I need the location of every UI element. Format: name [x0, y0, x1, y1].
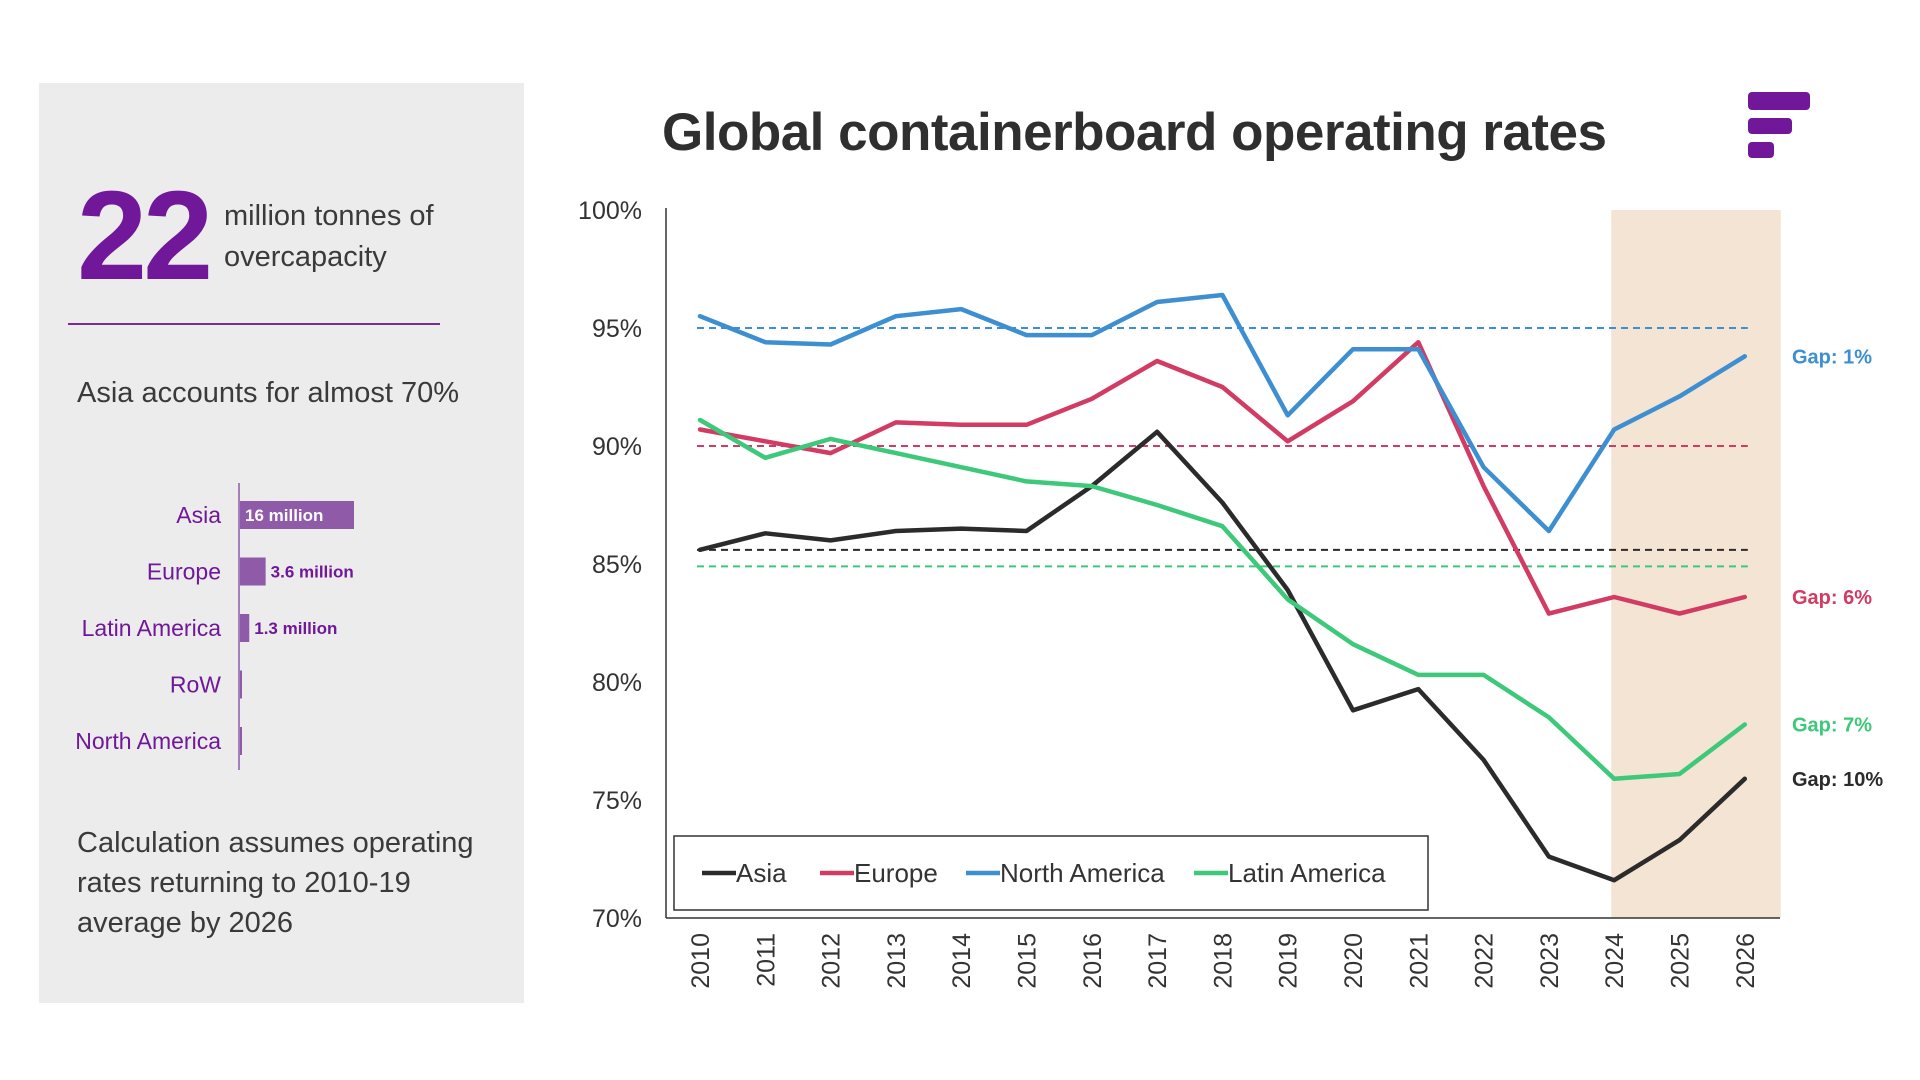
overcap-category-label: Europe: [147, 559, 221, 585]
overcap-category-label: RoW: [170, 672, 221, 698]
gap-label: Gap: 6%: [1792, 587, 1872, 609]
logo-bar-top: [1748, 92, 1810, 110]
legend-label: Latin America: [1228, 858, 1386, 888]
overcap-bar: [240, 557, 266, 586]
legend-label: Europe: [854, 858, 938, 888]
x-tick-label: 2017: [1144, 933, 1172, 989]
x-tick-label: 2011: [752, 933, 780, 987]
series-line: [697, 339, 1748, 616]
x-tick-label: 2013: [883, 933, 911, 989]
overcap-bar: [240, 670, 242, 699]
overcap-category-label: Latin America: [82, 615, 222, 641]
y-tick-label: 85%: [592, 551, 642, 579]
series-line: [697, 417, 1748, 782]
chart-title: Global containerboard operating rates: [662, 103, 1607, 162]
x-tick-label: 2018: [1209, 933, 1237, 989]
overcap-category-label: Asia: [176, 502, 221, 528]
y-tick-label: 75%: [592, 787, 642, 815]
y-tick-label: 95%: [592, 315, 642, 343]
legend-label: North America: [1000, 858, 1165, 888]
forecast-shade: [1611, 210, 1781, 918]
overcapacity-caption: million tonnes of overcapacity: [224, 200, 434, 273]
legend-box: [673, 835, 1429, 911]
x-tick-label: 2025: [1667, 933, 1695, 989]
series-line: [697, 429, 1748, 883]
x-tick-label: 2015: [1014, 933, 1042, 989]
x-tick-label: 2010: [687, 933, 715, 989]
overcap-category-label: North America: [75, 728, 221, 754]
y-tick-label: 90%: [592, 433, 642, 461]
overcap-bar: [240, 727, 242, 755]
overcap-bar-value-label: 3.6 million: [271, 563, 354, 582]
brand-logo-icon: [1748, 92, 1810, 158]
overcap-bar-value-label: 1.3 million: [254, 619, 337, 638]
overcapacity-bar-chart: Asia 16 million Europe 3.6 million Latin Ame…: [75, 483, 354, 770]
x-tick-label: 2023: [1536, 933, 1564, 989]
logo-bar-middle: [1748, 118, 1792, 134]
x-tick-label: 2012: [818, 933, 846, 989]
overcapacity-number: 22: [77, 165, 213, 306]
logo-bar-bottom: [1748, 142, 1774, 158]
assumption-note: Calculation assumes operating rates retu…: [77, 827, 474, 939]
x-tick-label: 2021: [1405, 933, 1433, 989]
x-tick-label: 2026: [1732, 933, 1760, 989]
overcap-bar-value-label: 16 million: [245, 506, 323, 525]
x-tick-label: 2014: [948, 933, 976, 989]
x-tick-label: 2019: [1275, 933, 1303, 989]
asia-share-note: Asia accounts for almost 70%: [77, 377, 460, 409]
y-tick-label: 100%: [578, 197, 642, 225]
x-tick-label: 2016: [1079, 933, 1107, 989]
x-tick-label: 2024: [1601, 933, 1629, 989]
overcap-bar: [240, 614, 250, 642]
gap-label: Gap: 10%: [1792, 769, 1883, 791]
gap-label: Gap: 1%: [1792, 346, 1872, 368]
y-tick-label: 80%: [592, 669, 642, 697]
panel-divider: [68, 323, 440, 325]
legend-label: Asia: [736, 858, 787, 888]
series-line: [697, 292, 1748, 534]
overcap-bar: [240, 501, 354, 529]
x-tick-label: 2020: [1340, 933, 1368, 989]
x-tick-label: 2022: [1471, 933, 1499, 989]
overcapacity-panel: 22 million tonnes of overcapacity Asia a…: [39, 83, 524, 1003]
y-tick-label: 70%: [592, 905, 642, 933]
gap-label: Gap: 7%: [1792, 714, 1872, 736]
